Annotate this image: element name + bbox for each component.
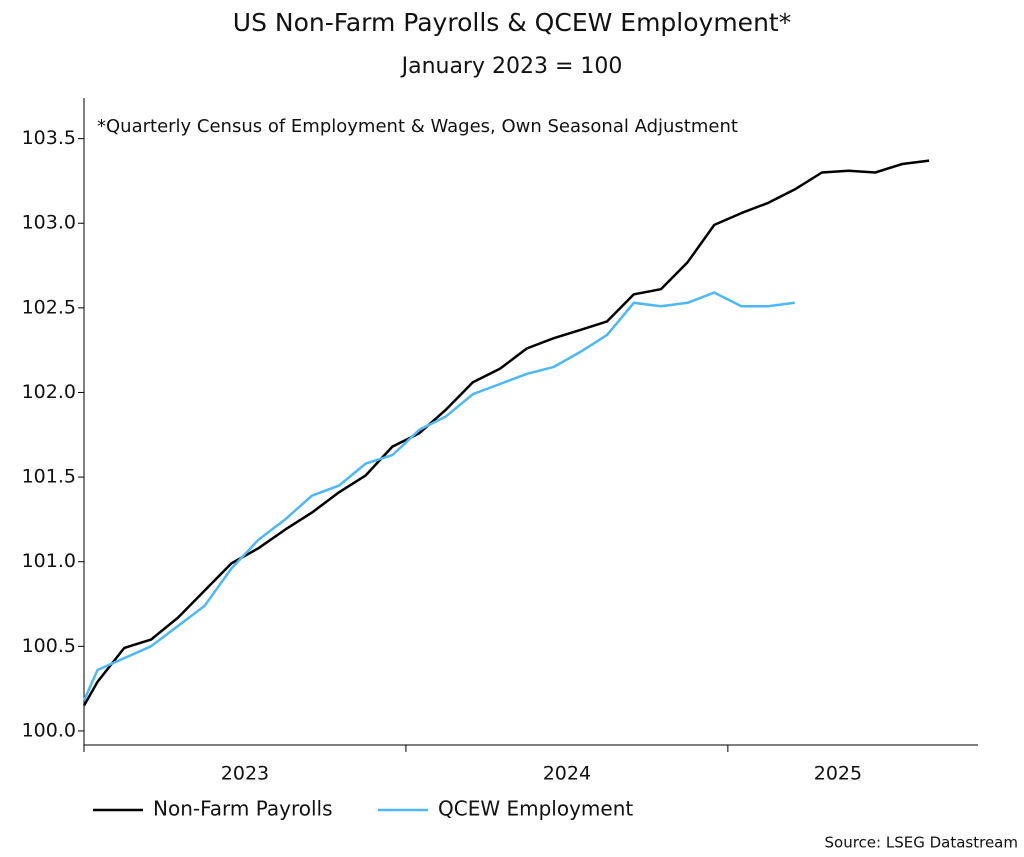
source: Source: LSEG Datastream	[825, 834, 1018, 852]
annotation: *Quarterly Census of Employment & Wages,…	[97, 116, 738, 137]
y-tick-label: 100.0	[22, 719, 76, 741]
legend-label: QCEW Employment	[438, 797, 633, 821]
y-tick-label: 102.0	[22, 381, 76, 403]
x-tick-label: 2025	[814, 763, 862, 785]
y-tick-label: 103.5	[22, 127, 76, 149]
legend-label: Non-Farm Payrolls	[153, 797, 333, 821]
x-tick-label: 2023	[221, 763, 269, 785]
y-tick-label: 102.5	[22, 296, 76, 318]
chart-title: US Non-Farm Payrolls & QCEW Employment*	[233, 8, 791, 37]
y-tick-label: 103.0	[22, 212, 76, 234]
chart-subtitle: January 2023 = 100	[400, 54, 623, 79]
x-tick-label: 2024	[543, 763, 591, 785]
y-tick-label: 100.5	[22, 635, 76, 657]
y-tick-label: 101.5	[22, 466, 76, 488]
y-tick-label: 101.0	[22, 550, 76, 572]
series-line	[82, 291, 795, 702]
series-line	[82, 159, 930, 707]
